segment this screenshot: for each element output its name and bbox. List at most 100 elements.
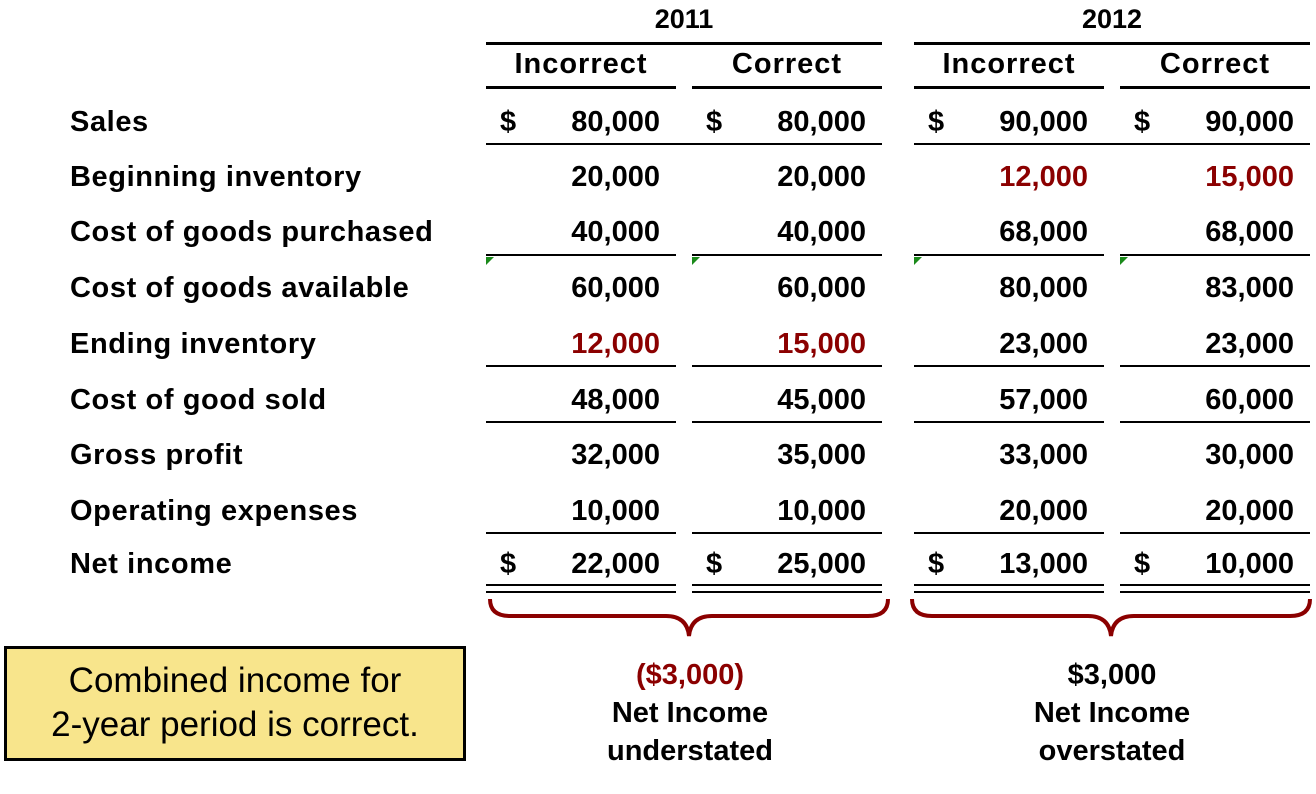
cell-net-income-2012-correct: 10,000 — [1205, 548, 1294, 580]
col-2012-correct-rule — [1120, 86, 1310, 89]
comment-marker — [692, 257, 700, 265]
cell-cost-of-goods-available-2012-correct: 83,000 — [1205, 272, 1294, 304]
year-2011-header: 2011 — [654, 4, 714, 34]
cell-sales-2011-correct: 80,000 — [777, 106, 866, 138]
note-2011-amount: ($3,000) — [635, 659, 744, 691]
rule-below-purchases — [486, 254, 676, 256]
col-2011-incorrect: Incorrect — [514, 48, 648, 80]
double-rule-net-income — [692, 584, 882, 593]
brace-2012 — [910, 598, 1312, 637]
col-2012-incorrect: Incorrect — [942, 48, 1076, 80]
cell-gross-profit-2012-correct: 30,000 — [1205, 439, 1294, 471]
row-label-cost-of-good-sold: Cost of good sold — [70, 384, 327, 416]
year-2012-header: 2012 — [1081, 4, 1143, 34]
col-2012-correct: Correct — [1159, 48, 1271, 80]
col-2011-correct-rule — [692, 86, 882, 89]
cell-cost-of-good-sold-2012-incorrect: 57,000 — [999, 384, 1088, 416]
dollar-sign: $ — [928, 106, 945, 138]
cell-cost-of-goods-purchased-2012-incorrect: 68,000 — [999, 216, 1088, 248]
rule-below-sales — [914, 143, 1310, 145]
cell-cost-of-good-sold-2012-correct: 60,000 — [1205, 384, 1294, 416]
note-2012-line1: Net Income — [1033, 697, 1191, 729]
row-label-ending-inventory: Ending inventory — [70, 328, 317, 360]
cell-sales-2012-incorrect: 90,000 — [999, 106, 1088, 138]
note-2012-amount: $3,000 — [1067, 659, 1157, 691]
note-2012-line2: overstated — [1038, 735, 1186, 767]
row-label-net-income: Net income — [70, 548, 233, 580]
cell-ending-inventory-2012-correct: 23,000 — [1205, 328, 1294, 360]
cell-operating-expenses-2011-correct: 10,000 — [777, 495, 866, 527]
cell-cost-of-goods-purchased-2012-correct: 68,000 — [1205, 216, 1294, 248]
col-2011-correct: Correct — [731, 48, 843, 80]
double-rule-net-income — [1120, 584, 1310, 593]
row-label-cost-of-goods-purchased: Cost of goods purchased — [70, 216, 434, 248]
row-label-gross-profit: Gross profit — [70, 439, 244, 471]
double-rule-net-income — [486, 584, 676, 593]
cell-gross-profit-2011-incorrect: 32,000 — [571, 439, 660, 471]
dollar-sign: $ — [500, 548, 517, 580]
row-label-operating-expenses: Operating expenses — [70, 495, 359, 527]
rule-below-cogs — [1120, 421, 1310, 423]
dollar-sign: $ — [706, 106, 723, 138]
rule-below-ending-inventory — [692, 365, 882, 367]
cell-net-income-2011-incorrect: 22,000 — [571, 548, 660, 580]
cell-gross-profit-2012-incorrect: 33,000 — [999, 439, 1088, 471]
note-2011: ($3,000) Net Income understated — [540, 656, 840, 770]
cell-gross-profit-2011-correct: 35,000 — [777, 439, 866, 471]
year-2012-rule — [914, 42, 1310, 45]
cell-cost-of-goods-available-2011-incorrect: 60,000 — [571, 272, 660, 304]
dollar-sign: $ — [1134, 548, 1151, 580]
rule-below-operating-expenses — [914, 532, 1104, 534]
double-rule-net-income — [914, 584, 1104, 593]
cell-operating-expenses-2011-incorrect: 10,000 — [571, 495, 660, 527]
rule-below-cogs — [914, 421, 1104, 423]
comment-marker — [1120, 257, 1128, 265]
cell-net-income-2012-incorrect: 13,000 — [999, 548, 1088, 580]
cell-sales-2012-correct: 90,000 — [1205, 106, 1294, 138]
rule-below-ending-inventory — [914, 365, 1104, 367]
row-label-sales: Sales — [70, 106, 149, 138]
rule-below-ending-inventory — [1120, 365, 1310, 367]
cell-beginning-inventory-2011-incorrect: 20,000 — [571, 161, 660, 193]
dollar-sign: $ — [1134, 106, 1151, 138]
rule-below-purchases — [692, 254, 882, 256]
row-label-beginning-inventory: Beginning inventory — [70, 161, 362, 193]
rule-below-ending-inventory — [486, 365, 676, 367]
cell-cost-of-goods-available-2012-incorrect: 80,000 — [999, 272, 1088, 304]
note-2012: $3,000 Net Income overstated — [962, 656, 1262, 770]
comment-marker — [486, 257, 494, 265]
cell-beginning-inventory-2012-incorrect: 12,000 — [999, 161, 1088, 193]
cell-beginning-inventory-2011-correct: 20,000 — [777, 161, 866, 193]
cell-sales-2011-incorrect: 80,000 — [571, 106, 660, 138]
note-2011-line1: Net Income — [611, 697, 769, 729]
cell-operating-expenses-2012-incorrect: 20,000 — [999, 495, 1088, 527]
cell-cost-of-goods-available-2011-correct: 60,000 — [777, 272, 866, 304]
cell-ending-inventory-2012-incorrect: 23,000 — [999, 328, 1088, 360]
cell-ending-inventory-2011-correct: 15,000 — [777, 328, 866, 360]
year-2011-rule — [486, 42, 882, 45]
col-2011-incorrect-rule — [486, 86, 676, 89]
cell-ending-inventory-2011-incorrect: 12,000 — [571, 328, 660, 360]
cell-net-income-2011-correct: 25,000 — [777, 548, 866, 580]
row-label-cost-of-goods-available: Cost of goods available — [70, 272, 410, 304]
rule-below-operating-expenses — [486, 532, 676, 534]
cell-operating-expenses-2012-correct: 20,000 — [1205, 495, 1294, 527]
callout-box: Combined income for 2-year period is cor… — [4, 646, 466, 761]
rule-below-cogs — [692, 421, 882, 423]
dollar-sign: $ — [500, 106, 517, 138]
callout-line1: Combined income for — [68, 661, 402, 700]
rule-below-sales — [486, 143, 882, 145]
comment-marker — [914, 257, 922, 265]
rule-below-cogs — [486, 421, 676, 423]
cell-beginning-inventory-2012-correct: 15,000 — [1205, 161, 1294, 193]
rule-below-purchases — [914, 254, 1104, 256]
dollar-sign: $ — [928, 548, 945, 580]
rule-below-operating-expenses — [1120, 532, 1310, 534]
dollar-sign: $ — [706, 548, 723, 580]
note-2011-line2: understated — [607, 735, 773, 767]
rule-below-operating-expenses — [692, 532, 882, 534]
cell-cost-of-good-sold-2011-incorrect: 48,000 — [571, 384, 660, 416]
cell-cost-of-goods-purchased-2011-correct: 40,000 — [777, 216, 866, 248]
cell-cost-of-goods-purchased-2011-incorrect: 40,000 — [571, 216, 660, 248]
callout-line2: 2-year period is correct. — [51, 705, 419, 744]
